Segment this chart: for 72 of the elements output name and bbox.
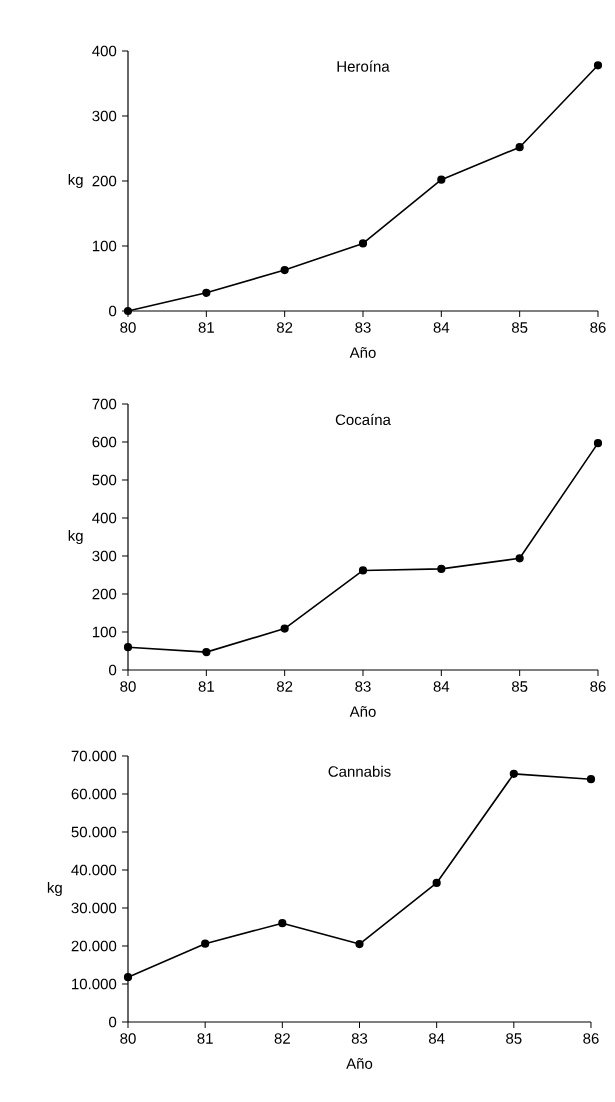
point xyxy=(123,306,133,316)
x-tick-label: 83 xyxy=(355,322,371,333)
point xyxy=(123,643,133,652)
point xyxy=(437,175,446,184)
x-tick-label: 84 xyxy=(433,681,450,692)
point xyxy=(358,239,368,248)
y-tick-label: 300 xyxy=(92,550,117,562)
x-tick-label: 86 xyxy=(590,681,606,692)
y-tick-label: 400 xyxy=(92,512,117,524)
y-axis-title: kg xyxy=(68,174,83,188)
y-tick-label: 100 xyxy=(92,626,117,638)
x-tick-label: 84 xyxy=(428,1033,445,1044)
point xyxy=(280,265,289,275)
y-tick-label: 400 xyxy=(92,45,117,57)
y-tick-label: 200 xyxy=(92,175,117,187)
y-tick-label: 500 xyxy=(92,474,117,486)
x-tick-label: 80 xyxy=(120,681,136,692)
y-tick-label: 0 xyxy=(109,305,117,317)
x-axis-title: Año xyxy=(349,347,376,358)
point xyxy=(586,775,596,784)
y-tick-label: 10.000 xyxy=(72,978,117,990)
point xyxy=(202,288,211,297)
x-tick-label: 86 xyxy=(583,1033,599,1044)
point xyxy=(202,648,211,657)
y-tick-label: 20.000 xyxy=(71,940,117,952)
point xyxy=(515,554,524,563)
x-axis-title: Año xyxy=(349,706,376,717)
point xyxy=(593,61,603,70)
y-tick-label: 100 xyxy=(92,240,117,252)
x-tick-label: 83 xyxy=(351,1033,368,1044)
y-tick-label: 50.000 xyxy=(71,826,117,838)
y-axis-title: kg xyxy=(47,882,62,896)
point xyxy=(278,919,287,928)
text: Cocaína xyxy=(335,413,391,426)
x-tick-label: 80 xyxy=(120,322,136,333)
y-tick-label: 600 xyxy=(92,436,117,448)
point xyxy=(280,624,289,633)
text: Heroína xyxy=(337,60,390,72)
x-tick-label: 81 xyxy=(197,1033,213,1044)
y-tick-label: 60.000 xyxy=(71,788,117,800)
x-tick-label: 81 xyxy=(198,681,214,692)
x-tick-label: 86 xyxy=(590,322,606,333)
x-tick-label: 85 xyxy=(511,681,528,692)
y-tick-label: 0 xyxy=(109,1016,117,1028)
point xyxy=(355,939,364,949)
point xyxy=(432,878,441,888)
x-tick-label: 80 xyxy=(120,1033,136,1044)
y-tick-label: 300 xyxy=(92,110,117,122)
y-tick-label: 40.000 xyxy=(71,864,117,876)
y-tick-label: 30.000 xyxy=(71,902,117,914)
x-tick-label: 82 xyxy=(276,322,293,333)
point xyxy=(358,566,368,575)
point xyxy=(509,769,518,778)
x-tick-label: 84 xyxy=(433,322,450,333)
text: Cannabis xyxy=(328,765,391,777)
y-tick-label: 200 xyxy=(92,588,117,600)
point xyxy=(437,564,446,574)
x-axis-title: Año xyxy=(346,1058,373,1069)
x-tick-label: 81 xyxy=(198,322,214,333)
x-tick-label: 85 xyxy=(511,322,528,333)
x-tick-label: 83 xyxy=(355,681,371,692)
y-axis-title: kg xyxy=(68,530,83,544)
point xyxy=(201,939,210,948)
x-tick-label: 82 xyxy=(274,1033,290,1044)
y-tick-label: 700 xyxy=(92,398,117,410)
y-tick-label: 70.000 xyxy=(71,750,117,762)
point xyxy=(123,973,133,982)
y-tick-label: 0 xyxy=(109,664,117,676)
point xyxy=(593,439,603,448)
x-tick-label: 85 xyxy=(506,1033,522,1044)
x-tick-label: 82 xyxy=(276,681,293,692)
point xyxy=(515,143,524,152)
